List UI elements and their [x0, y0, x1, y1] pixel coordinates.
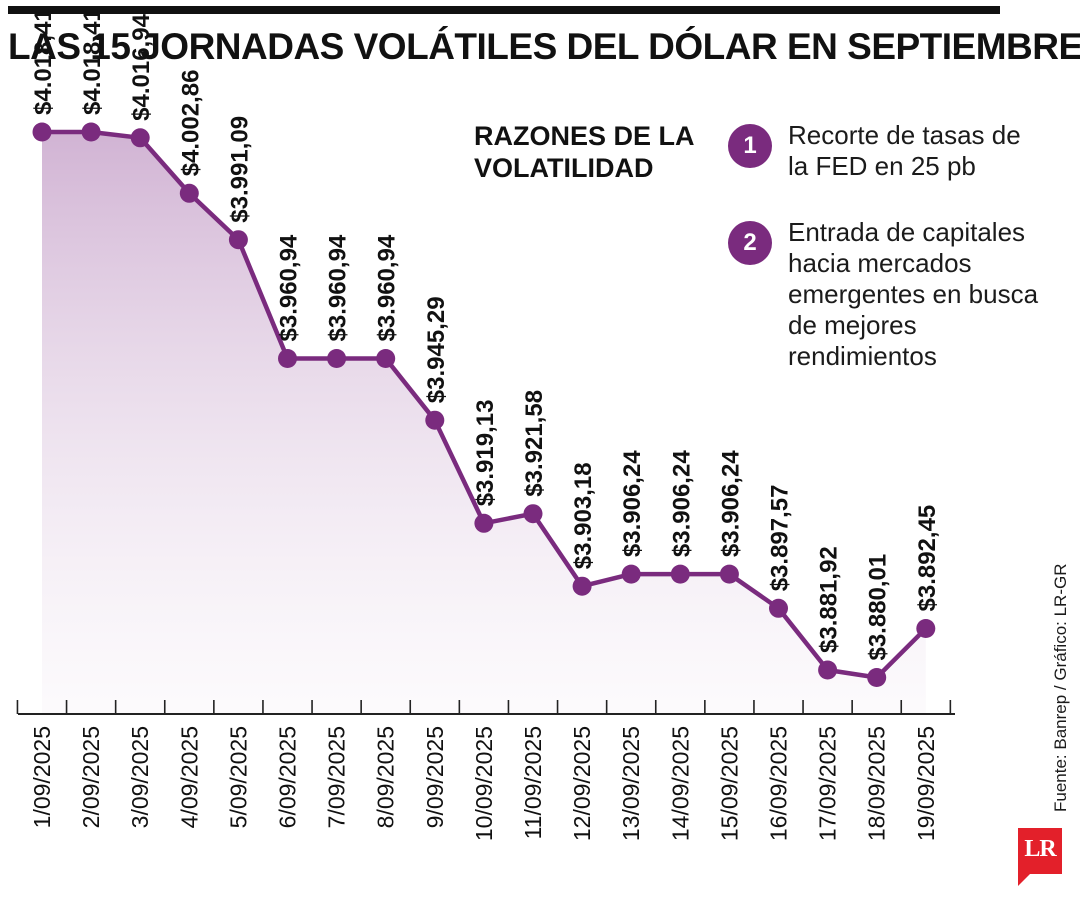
data-point — [769, 598, 788, 618]
data-label: $4.018,41 — [79, 8, 106, 115]
reason-text: Entrada de capitales hacia mercados emer… — [788, 217, 1039, 371]
data-label: $3.960,94 — [325, 234, 352, 341]
x-tick-label: 4/09/2025 — [176, 726, 202, 828]
data-point — [32, 122, 52, 142]
reason-number-badge: 1 — [728, 124, 772, 168]
data-point — [818, 660, 838, 680]
data-label: $3.921,58 — [521, 390, 548, 497]
data-point — [376, 349, 396, 368]
data-label: $3.906,24 — [668, 450, 695, 557]
data-point — [523, 504, 543, 524]
lr-logo-icon — [1018, 828, 1062, 874]
reason-item-2: 2 Entrada de capitales hacia mercados em… — [728, 217, 1048, 372]
data-point — [867, 668, 887, 687]
data-point — [228, 230, 248, 250]
data-label: $3.960,94 — [276, 234, 303, 341]
data-label: $3.903,18 — [570, 462, 597, 569]
source-credit: Fuente: Banrep / Gráfico: LR-GR — [1051, 563, 1070, 813]
data-label: $3.897,57 — [767, 485, 794, 592]
data-label: $4.018,41 — [30, 8, 57, 115]
reason-item-1: 1 Recorte de tasas de la FED en 25 pb — [728, 120, 1048, 182]
reason-number-badge: 2 — [728, 221, 772, 265]
x-tick-label: 17/09/2025 — [815, 726, 841, 841]
data-point — [81, 122, 101, 142]
data-point — [179, 183, 199, 203]
lr-logo-tail — [1018, 872, 1032, 886]
data-point — [916, 619, 936, 638]
data-label: $3.881,92 — [816, 546, 843, 653]
data-label: $3.906,24 — [619, 450, 646, 557]
x-tick-label: 2/09/2025 — [78, 726, 104, 828]
area-fill — [42, 132, 926, 714]
x-tick-label: 3/09/2025 — [127, 726, 153, 828]
data-point — [474, 513, 494, 533]
x-tick-label: 9/09/2025 — [422, 726, 448, 828]
data-point — [670, 564, 690, 584]
x-tick-label: 18/09/2025 — [864, 726, 890, 841]
reason-text: Recorte de tasas de la FED en 25 pb — [788, 120, 1021, 181]
data-point — [425, 410, 445, 430]
data-point — [327, 349, 347, 368]
top-rule — [8, 6, 1000, 14]
x-tick-label: 15/09/2025 — [716, 726, 742, 841]
x-tick-label: 14/09/2025 — [667, 726, 693, 841]
x-tick-label: 5/09/2025 — [225, 726, 251, 828]
data-label: $4.002,86 — [177, 70, 204, 177]
x-tick-label: 13/09/2025 — [618, 726, 644, 841]
x-tick-label: 19/09/2025 — [913, 726, 939, 841]
lr-logo-text: LR — [1024, 836, 1056, 862]
data-label: $3.906,24 — [717, 450, 744, 557]
data-point — [278, 349, 297, 368]
data-point — [719, 564, 739, 584]
x-tick-label: 10/09/2025 — [471, 726, 497, 841]
data-point — [572, 576, 592, 596]
x-tick-label: 16/09/2025 — [766, 726, 792, 841]
data-label: $4.016,94 — [128, 13, 155, 120]
data-label: $3.991,09 — [226, 116, 253, 223]
x-tick-label: 12/09/2025 — [569, 726, 595, 841]
x-tick-label: 6/09/2025 — [275, 726, 301, 828]
x-tick-label: 11/09/2025 — [520, 726, 546, 839]
x-tick-label: 7/09/2025 — [324, 726, 350, 828]
x-tick-label: 1/09/2025 — [29, 726, 55, 828]
data-label: $3.880,01 — [865, 554, 892, 661]
reasons-heading: RAZONES DE LA VOLATILIDAD — [474, 121, 694, 183]
chart-title: LAS 15 JORNADAS VOLÁTILES DEL DÓLAR EN S… — [8, 26, 1080, 67]
data-label: $3.919,13 — [472, 400, 499, 507]
x-tick-label: 8/09/2025 — [373, 726, 399, 828]
data-point — [130, 128, 150, 148]
data-label: $3.960,94 — [374, 234, 401, 341]
data-label: $3.945,29 — [423, 296, 450, 403]
data-point — [621, 564, 641, 584]
data-label: $3.892,45 — [914, 505, 941, 612]
